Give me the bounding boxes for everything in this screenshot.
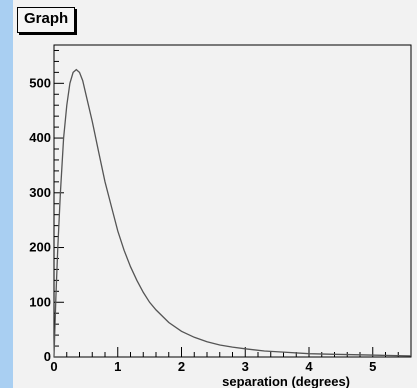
left-panel-strip [0, 0, 13, 388]
x-tick-label: 1 [114, 359, 121, 374]
data-point [168, 322, 169, 323]
data-point [76, 69, 77, 70]
data-point [69, 83, 70, 84]
x-axis-ticks [53, 347, 412, 357]
x-axis-tick-labels: 0 1 2 3 4 5 [50, 359, 376, 374]
data-point [149, 302, 150, 303]
data-point [130, 266, 131, 267]
data-point [264, 350, 265, 351]
data-point [60, 192, 61, 193]
y-tick-label: 400 [29, 130, 51, 145]
y-axis-ticks [54, 49, 64, 358]
graph-title: Graph [17, 7, 76, 33]
x-tick-label: 2 [178, 359, 185, 374]
data-point [334, 354, 335, 355]
data-point [82, 80, 83, 81]
x-tick-label: 0 [50, 359, 57, 374]
x-tick-label: 3 [242, 359, 249, 374]
data-point [194, 337, 195, 338]
data-point [85, 94, 86, 95]
data-point [283, 351, 284, 352]
x-axis-title: separation (degrees) [222, 374, 350, 388]
data-point [55, 296, 56, 297]
series-line [53, 68, 412, 358]
data-point [136, 280, 137, 281]
x-tick-label: 4 [305, 359, 313, 374]
y-tick-label: 0 [44, 349, 51, 364]
data-point [181, 331, 182, 332]
y-tick-label: 500 [29, 75, 51, 90]
data-point [308, 353, 309, 354]
data-point [57, 247, 58, 248]
data-point [98, 151, 99, 152]
data-point [117, 231, 118, 232]
y-tick-label: 300 [29, 185, 51, 200]
data-point [143, 292, 144, 293]
series-points [53, 69, 411, 358]
y-axis-tick-labels: 0 100 200 300 400 500 [29, 75, 51, 364]
y-tick-label: 100 [29, 294, 51, 309]
data-point [73, 72, 74, 73]
data-point [66, 105, 67, 106]
data-point [245, 348, 246, 349]
data-point [219, 344, 220, 345]
data-point [63, 137, 64, 138]
data-point [79, 72, 80, 73]
data-point [155, 309, 156, 310]
data-point [111, 206, 112, 207]
data-point [206, 341, 207, 342]
y-tick-label: 200 [29, 240, 51, 255]
x-tick-label: 5 [369, 359, 376, 374]
data-point [92, 121, 93, 122]
data-point [104, 181, 105, 182]
data-point [359, 354, 360, 355]
plot-frame [53, 44, 412, 358]
data-point [53, 356, 54, 357]
data-point [385, 355, 386, 356]
data-point [124, 250, 125, 251]
data-point [232, 347, 233, 348]
data-point [410, 355, 411, 356]
